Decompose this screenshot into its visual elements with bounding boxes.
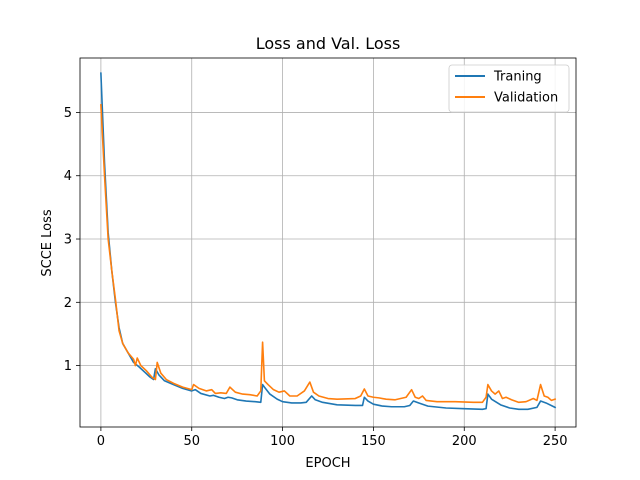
chart-title: Loss and Val. Loss [256,34,401,53]
y-axis-label: SCCE Loss [40,209,55,276]
legend: Traning Validation [448,64,570,113]
plot-area-frame [79,57,577,428]
x-tick-label: 200 [452,434,477,449]
y-tick-label: 3 [64,233,72,248]
grid-lines [80,58,576,427]
series-line-validation [100,104,557,404]
series-lines [100,72,557,411]
x-tick-label: 250 [543,434,568,449]
series-line-traning [100,72,557,411]
x-tick-label: 150 [361,434,386,449]
y-tick-label: 4 [64,169,72,184]
x-axis-label: EPOCH [305,456,350,471]
y-tick-label: 1 [64,359,72,374]
x-tick-label: 50 [183,434,200,449]
legend-label-validation: Validation [494,91,558,106]
x-tick-label: 100 [270,434,295,449]
y-tick-label: 2 [64,296,72,311]
legend-label-traning: Traning [493,70,542,85]
axis-ticks: 0 50 100 150 200 250 1 2 3 4 5 [64,106,568,449]
x-tick-label: 0 [97,434,105,449]
y-tick-label: 5 [64,106,72,121]
